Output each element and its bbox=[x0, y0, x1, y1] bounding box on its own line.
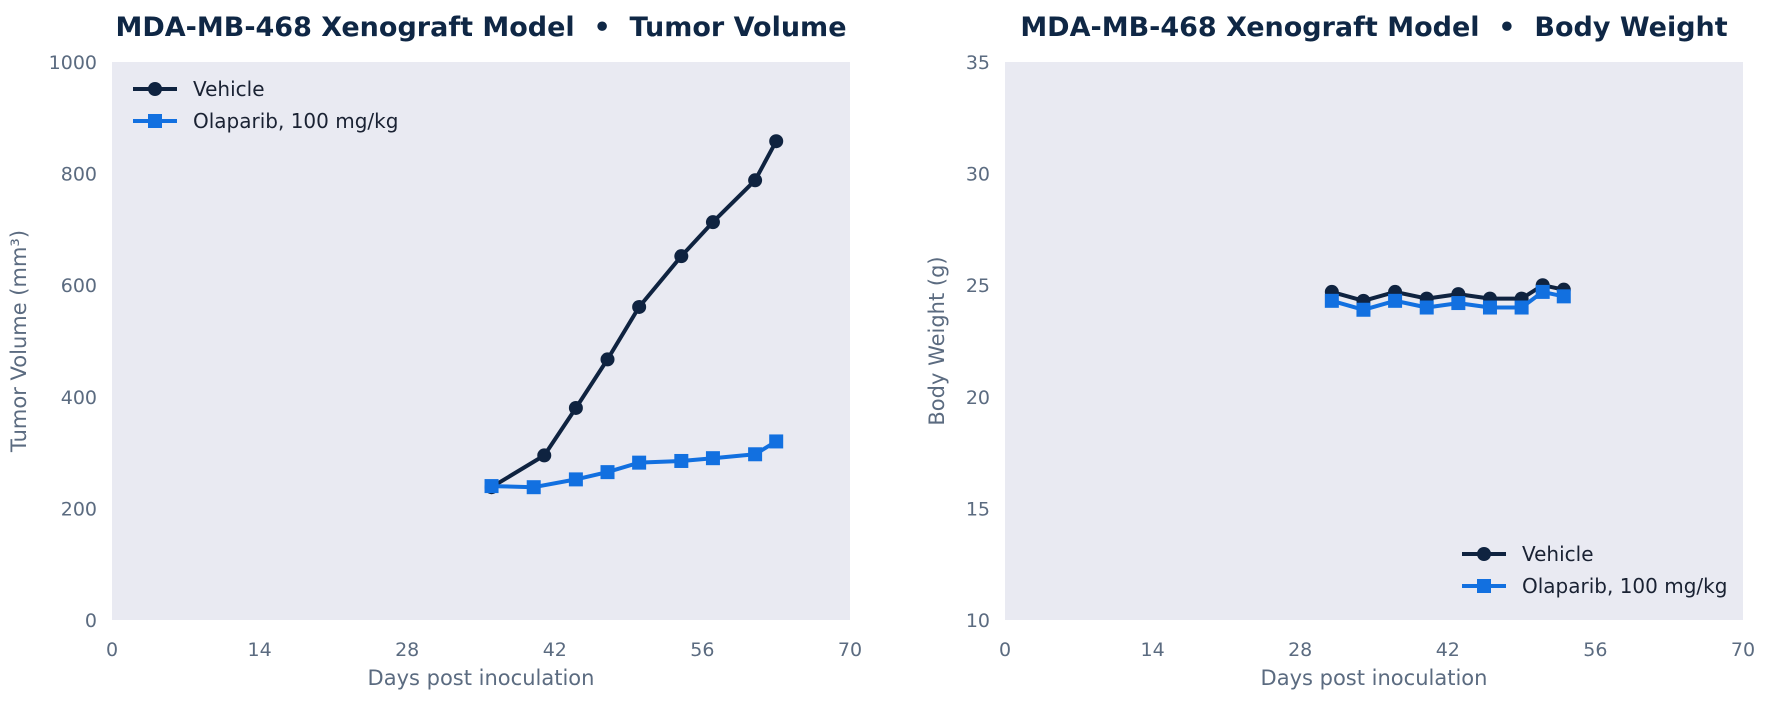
data-point bbox=[769, 134, 784, 149]
y-tick-label: 30 bbox=[966, 164, 990, 186]
legend-label: Vehicle bbox=[193, 77, 265, 101]
data-point bbox=[526, 480, 541, 495]
plot-area bbox=[1005, 62, 1743, 620]
y-axis-label: Tumor Volume (mm³) bbox=[7, 230, 31, 453]
x-tick-label: 28 bbox=[1288, 639, 1312, 661]
y-tick-label: 20 bbox=[966, 387, 990, 409]
y-tick-label: 25 bbox=[966, 275, 990, 297]
chart-panel-2: MDA-MB-468 Xenograft Model • Body Weight… bbox=[925, 12, 1755, 690]
data-point bbox=[705, 451, 720, 466]
data-point bbox=[769, 434, 784, 449]
data-point bbox=[1514, 300, 1529, 315]
y-axis-label: Body Weight (g) bbox=[925, 256, 949, 425]
y-tick-label: 600 bbox=[61, 275, 97, 297]
legend-marker bbox=[148, 82, 162, 96]
series-olaparib bbox=[1324, 284, 1571, 317]
y-tick-label: 15 bbox=[966, 498, 990, 520]
x-tick-label: 70 bbox=[838, 639, 862, 661]
y-tick-label: 10 bbox=[966, 610, 990, 632]
data-point bbox=[748, 447, 763, 462]
x-tick-label: 42 bbox=[543, 639, 567, 661]
legend-label: Olaparib, 100 mg/kg bbox=[1522, 574, 1727, 598]
chart-title: MDA-MB-468 Xenograft Model • Body Weight bbox=[1020, 12, 1727, 43]
legend-marker bbox=[1477, 579, 1491, 593]
legend: Vehicle Olaparib, 100 mg/kg bbox=[133, 77, 398, 133]
legend-marker bbox=[1477, 547, 1491, 561]
x-tick-label: 56 bbox=[1583, 639, 1607, 661]
data-point bbox=[674, 249, 689, 264]
plot-area bbox=[112, 62, 850, 620]
data-point bbox=[600, 465, 615, 480]
x-tick-label: 0 bbox=[999, 639, 1011, 661]
data-point bbox=[632, 455, 647, 470]
series-olaparib bbox=[484, 434, 784, 495]
chart-title: MDA-MB-468 Xenograft Model • Tumor Volum… bbox=[115, 12, 846, 43]
x-tick-label: 14 bbox=[248, 639, 272, 661]
data-point bbox=[1324, 293, 1339, 308]
chart-panel-1: MDA-MB-468 Xenograft Model • Tumor Volum… bbox=[7, 12, 862, 690]
data-point bbox=[568, 400, 583, 415]
y-tick-label: 1000 bbox=[49, 52, 97, 74]
data-point bbox=[1535, 284, 1550, 299]
x-tick-label: 14 bbox=[1141, 639, 1165, 661]
x-tick-label: 42 bbox=[1436, 639, 1460, 661]
legend-label: Olaparib, 100 mg/kg bbox=[193, 109, 398, 133]
data-point bbox=[748, 173, 763, 188]
data-point bbox=[1388, 293, 1403, 308]
data-point bbox=[632, 299, 647, 314]
x-tick-label: 56 bbox=[690, 639, 714, 661]
x-tick-label: 70 bbox=[1731, 639, 1755, 661]
data-point bbox=[1451, 296, 1466, 311]
data-point bbox=[600, 352, 615, 367]
data-point bbox=[484, 479, 499, 494]
y-tick-label: 35 bbox=[966, 52, 990, 74]
data-point bbox=[1419, 300, 1434, 315]
y-tick-label: 0 bbox=[85, 610, 97, 632]
x-axis-label: Days post inoculation bbox=[1261, 666, 1488, 690]
data-point bbox=[674, 453, 689, 468]
data-point bbox=[1482, 300, 1497, 315]
x-axis-label: Days post inoculation bbox=[368, 666, 595, 690]
legend-label: Vehicle bbox=[1522, 542, 1594, 566]
data-point bbox=[537, 448, 552, 463]
data-point bbox=[568, 472, 583, 487]
data-point bbox=[1556, 289, 1571, 304]
legend: Vehicle Olaparib, 100 mg/kg bbox=[1462, 542, 1727, 598]
series-vehicle bbox=[484, 134, 784, 495]
y-tick-label: 800 bbox=[61, 164, 97, 186]
data-point bbox=[1356, 302, 1371, 317]
y-tick-label: 200 bbox=[61, 498, 97, 520]
y-tick-label: 400 bbox=[61, 387, 97, 409]
x-tick-label: 28 bbox=[395, 639, 419, 661]
legend-marker bbox=[148, 114, 162, 128]
x-tick-label: 0 bbox=[106, 639, 118, 661]
data-point bbox=[705, 215, 720, 230]
